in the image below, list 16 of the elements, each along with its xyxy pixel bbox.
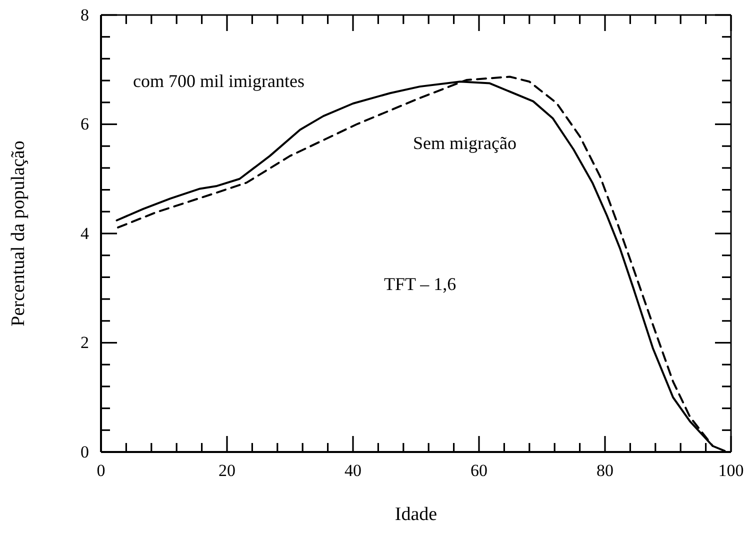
x-tick-label: 80 bbox=[596, 461, 614, 480]
x-tick-label: 0 bbox=[96, 461, 106, 480]
y-tick-label: 2 bbox=[80, 333, 89, 352]
annotation: TFT – 1,6 bbox=[384, 274, 456, 294]
x-tick-label: 20 bbox=[218, 461, 236, 480]
y-axis-title: Percentual da população bbox=[8, 140, 29, 326]
x-axis-title: Idade bbox=[394, 504, 438, 525]
y-tick-label: 4 bbox=[80, 224, 90, 243]
series-label: Sem migração bbox=[413, 133, 516, 153]
x-tick-label: 60 bbox=[470, 461, 488, 480]
series-label: com 700 mil imigrantes bbox=[133, 71, 304, 91]
y-tick-label: 0 bbox=[80, 442, 89, 462]
x-tick-label: 40 bbox=[344, 461, 362, 480]
x-tick-label: 100 bbox=[718, 461, 744, 480]
y-tick-label: 6 bbox=[80, 114, 89, 134]
y-tick-label: 8 bbox=[80, 5, 89, 24]
